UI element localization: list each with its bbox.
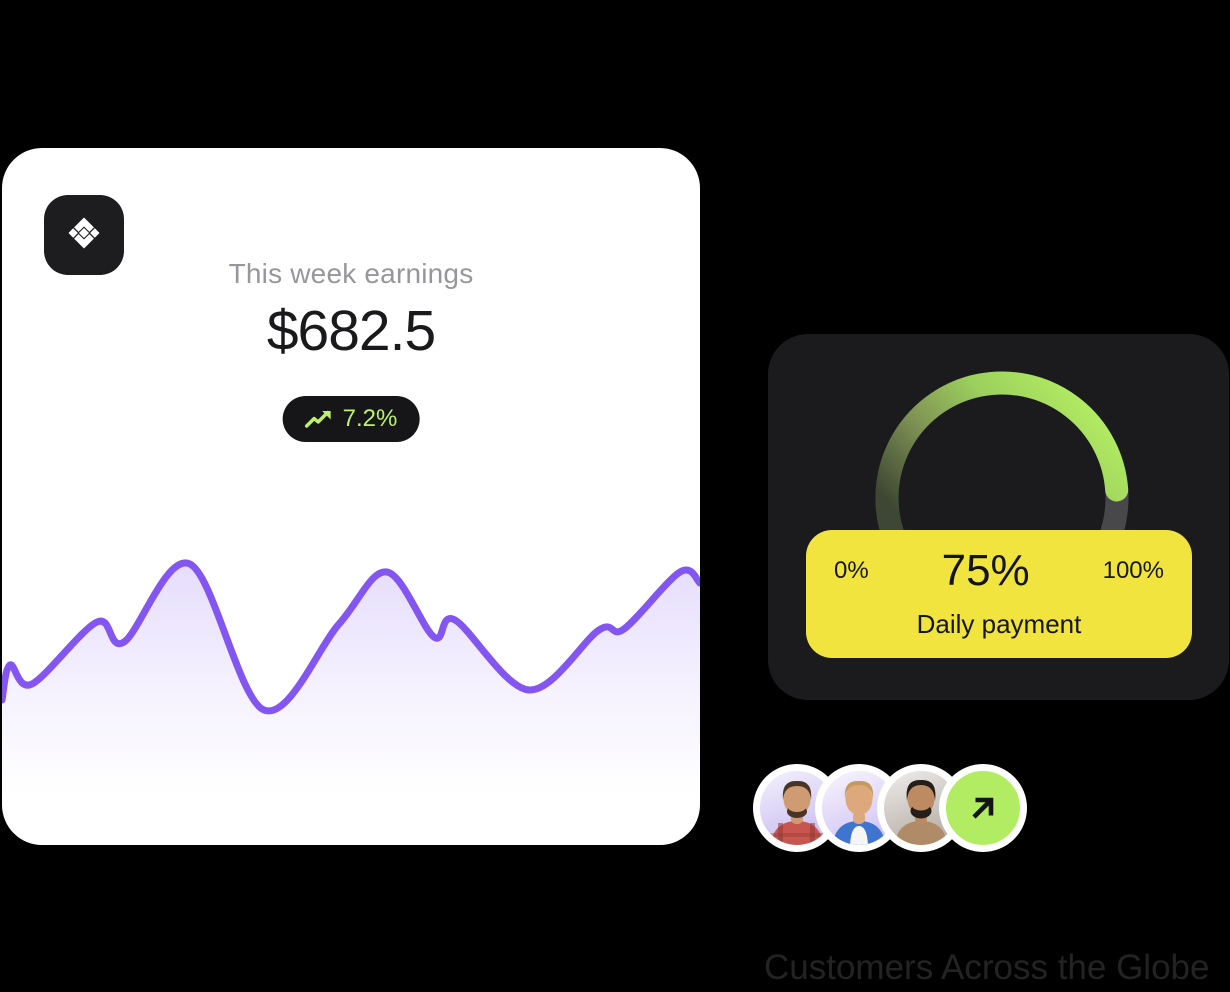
earnings-amount: $682.5 [266,299,436,363]
earnings-change-badge: 7.2% [282,396,420,442]
binance-logo-tile [44,195,124,275]
gauge-max-label: 100% [1102,557,1164,584]
person-2-illustration [832,780,886,845]
earnings-change-value: 7.2% [342,405,398,432]
gauge-value-label: 75% [941,546,1030,595]
gauge-min-label: 0% [834,557,869,584]
person-1-illustration [770,780,824,845]
view-all-customers-button[interactable] [939,764,1027,852]
customers-caption: Customers Across the Globe [764,948,1210,987]
gauge-caption: Daily payment [916,609,1082,639]
earnings-area-chart [2,545,700,845]
customer-avatar-group [753,764,1027,852]
arrow-up-right-icon [966,791,1000,825]
daily-payment-card: 0% 75% 100% Daily payment [768,334,1229,700]
earnings-title: This week earnings [228,258,474,289]
trending-up-icon [304,409,333,430]
binance-diamond-icon [61,210,107,261]
person-3-illustration [894,779,948,845]
daily-payment-panel: 0% 75% 100% Daily payment [806,530,1192,658]
earnings-card: This week earnings $682.5 7.2% [2,148,700,845]
